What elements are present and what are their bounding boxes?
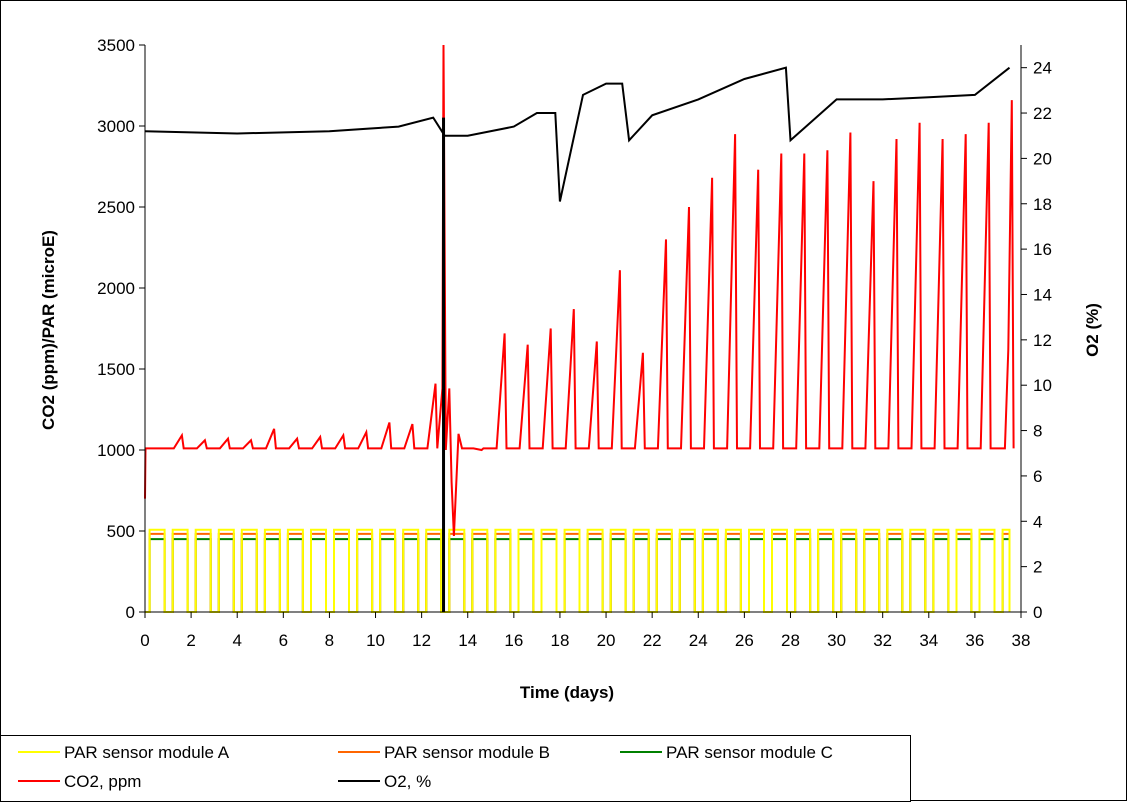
x-tick-label: 4: [232, 631, 241, 650]
y2-tick-label: 10: [1033, 376, 1052, 395]
y-tick-label: 2500: [97, 198, 135, 217]
x-tick-label: 22: [643, 631, 662, 650]
legend-label: PAR sensor module C: [666, 743, 833, 762]
x-axis-title: Time (days): [520, 683, 614, 702]
x-tick-label: 14: [458, 631, 477, 650]
x-tick-label: 8: [325, 631, 334, 650]
y-axis-title: CO2 (ppm)/PAR (microE): [39, 230, 58, 430]
x-tick-label: 16: [504, 631, 523, 650]
x-tick-label: 12: [412, 631, 431, 650]
co2-series: [144, 44, 1015, 536]
y2-tick-label: 12: [1033, 331, 1052, 350]
legend-label: PAR sensor module B: [384, 743, 550, 762]
y-tick-label: 3500: [97, 36, 135, 55]
y2-tick-label: 2: [1033, 558, 1042, 577]
x-tick-label: 6: [279, 631, 288, 650]
y-tick-label: 0: [126, 603, 135, 622]
y2-tick-label: 8: [1033, 422, 1042, 441]
x-tick-label: 18: [550, 631, 569, 650]
x-tick-label: 0: [140, 631, 149, 650]
x-tick-label: 32: [873, 631, 892, 650]
x-tick-label: 36: [965, 631, 984, 650]
y2-tick-label: 18: [1033, 195, 1052, 214]
x-tick-label: 20: [597, 631, 616, 650]
y2-tick-label: 22: [1033, 104, 1052, 123]
legend-label: CO2, ppm: [64, 772, 141, 791]
x-axis: 0 2 4 6 8 10 12 14 16 18 20 22 24 26 28 30 32 34 36 38: [140, 611, 1031, 650]
x-tick-label: 30: [827, 631, 846, 650]
left-y-axis: 0 500 1000 1500 2000 2500 3000 3500: [97, 36, 146, 622]
y-tick-label: 1500: [97, 360, 135, 379]
y-tick-label: 2000: [97, 279, 135, 298]
y2-tick-label: 24: [1033, 59, 1052, 78]
x-tick-label: 34: [919, 631, 938, 650]
legend-label: O2, %: [384, 772, 431, 791]
y2-tick-label: 4: [1033, 512, 1042, 531]
y2-tick-label: 0: [1033, 603, 1042, 622]
y-tick-label: 3000: [97, 117, 135, 136]
y2-tick-label: 14: [1033, 285, 1052, 304]
legend-label: PAR sensor module A: [64, 743, 230, 762]
x-tick-label: 2: [186, 631, 195, 650]
legend: PAR sensor module A PAR sensor module B PA…: [0, 735, 911, 802]
y2-tick-label: 20: [1033, 149, 1052, 168]
y2-tick-label: 6: [1033, 467, 1042, 486]
y2-axis-title: O2 (%): [1083, 303, 1102, 357]
x-tick-label: 38: [1012, 631, 1031, 650]
y-tick-label: 500: [107, 522, 135, 541]
x-tick-label: 28: [781, 631, 800, 650]
x-tick-label: 26: [735, 631, 754, 650]
legend-box: [0, 735, 911, 802]
o2-series: [144, 66, 1011, 202]
y2-tick-label: 16: [1033, 240, 1052, 259]
x-tick-label: 24: [689, 631, 708, 650]
y-tick-label: 1000: [97, 441, 135, 460]
x-tick-label: 10: [366, 631, 385, 650]
